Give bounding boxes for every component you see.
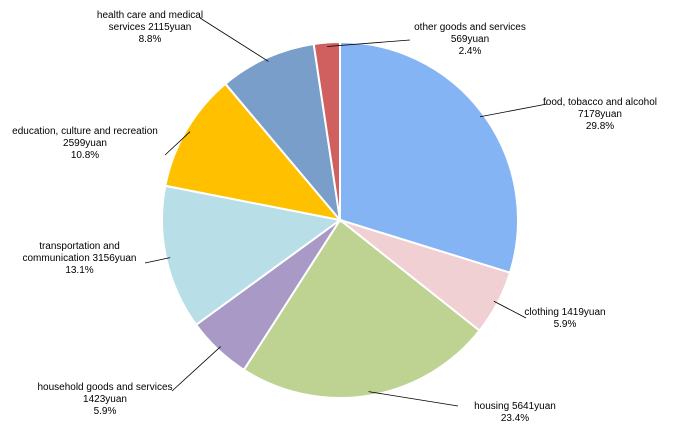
- category-name: other goods and services: [414, 22, 526, 33]
- data-label: clothing 1419yuan 5.9%: [510, 307, 620, 331]
- percent-label: 13.1%: [65, 265, 94, 276]
- value-label: 2599yuan: [63, 138, 107, 149]
- leader-line: [327, 39, 411, 47]
- category-name: education, culture and recreation: [12, 126, 158, 137]
- leader-line: [144, 257, 171, 264]
- category-name: health care and medical services: [96, 10, 204, 33]
- data-label: household goods and services 1423yuan 5.9…: [25, 382, 185, 418]
- leader-line: [164, 131, 191, 156]
- data-label: housing 5641yuan 23.4%: [455, 401, 575, 425]
- leader-line: [368, 391, 459, 407]
- value-label: 2115yuan: [148, 22, 192, 33]
- category-name: household goods and services: [37, 382, 173, 393]
- percent-label: 29.8%: [585, 121, 615, 132]
- pie-slice: [312, 40, 341, 221]
- category-name: transportation and communication: [22, 241, 120, 264]
- pie-slice: [339, 40, 519, 274]
- percent-label: 5.9%: [553, 319, 577, 330]
- category-name: food, tobacco and alcohol: [543, 97, 657, 108]
- category-name: clothing: [524, 307, 559, 318]
- data-label: food, tobacco and alcohol 7178yuan 29.8%: [530, 97, 670, 133]
- percent-label: 8.8%: [138, 34, 162, 45]
- value-label: 3156yuan: [92, 253, 137, 264]
- value-label: 569yuan: [450, 34, 490, 45]
- value-label: 1419yuan: [561, 307, 606, 318]
- percent-label: 5.9%: [93, 406, 117, 417]
- leader-line: [171, 346, 221, 392]
- value-label: 7178yuan: [578, 109, 622, 120]
- data-label: transportation and communication 3156yua…: [12, 241, 147, 277]
- data-label: health care and medical services 2115yua…: [80, 10, 220, 46]
- leader-line: [493, 300, 527, 319]
- percent-label: 2.4%: [458, 46, 482, 57]
- data-label: education, culture and recreation 2599yu…: [5, 126, 165, 162]
- percent-label: 10.8%: [70, 150, 100, 161]
- pie-slice: [164, 82, 343, 222]
- value-label: 1423yuan: [83, 394, 127, 405]
- leader-line: [199, 17, 269, 62]
- value-label: 5641yuan: [511, 401, 556, 412]
- pie-slice: [223, 42, 342, 224]
- leader-line: [479, 103, 548, 118]
- category-name: housing: [474, 401, 510, 412]
- data-label: other goods and services 569yuan 2.4%: [405, 22, 535, 58]
- percent-label: 23.4%: [500, 413, 530, 424]
- pie-slice: [242, 218, 481, 399]
